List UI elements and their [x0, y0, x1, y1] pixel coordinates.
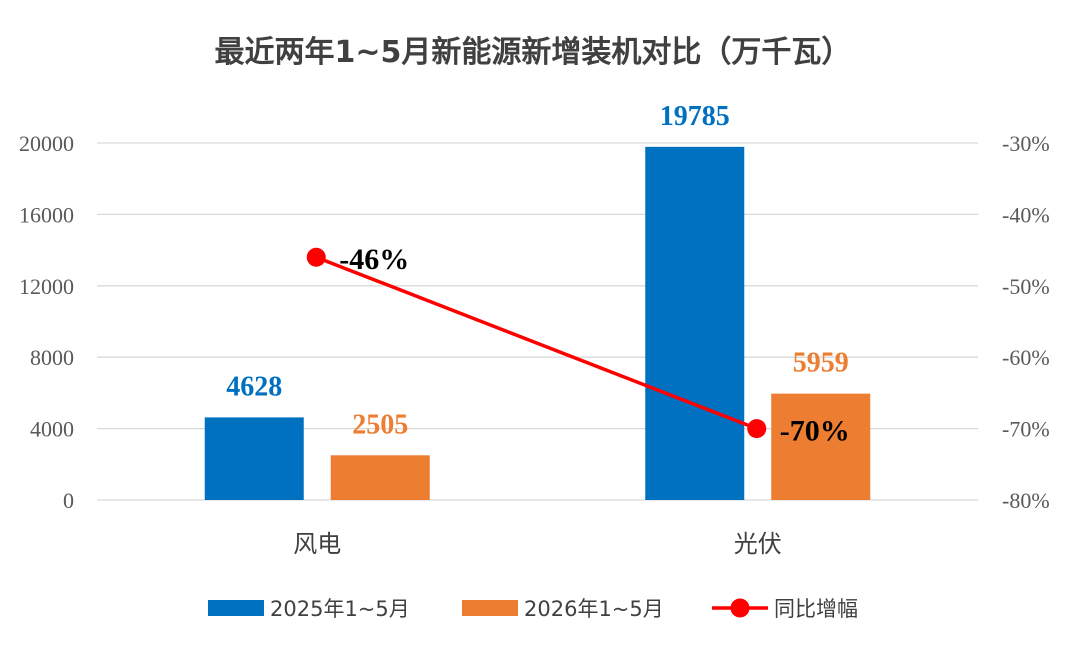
bar-2-2 [771, 393, 871, 500]
legend-label: 2026年1~5月 [524, 597, 664, 621]
legend-swatch-2 [462, 600, 518, 616]
category-label: 风电 [293, 530, 341, 558]
growth-line: -46% -70% [306, 243, 850, 448]
growth-point [306, 247, 326, 267]
right-axis-ticks: -80% -70% -60% -50% -40% -30% [1002, 131, 1050, 513]
category-labels: 风电 光伏 [293, 530, 782, 558]
right-tick-label: -30% [1002, 131, 1050, 156]
bar-data-label: 4628 [226, 371, 282, 402]
growth-point [747, 419, 767, 439]
left-tick-label: 16000 [19, 202, 74, 227]
growth-data-label: -46% [339, 243, 409, 276]
growth-line-path [315, 255, 758, 431]
bar-2-1 [330, 455, 430, 500]
legend-label: 2025年1~5月 [270, 597, 410, 621]
left-tick-label: 8000 [30, 345, 74, 370]
left-tick-label: 12000 [19, 274, 74, 299]
legend-line-marker [730, 598, 750, 618]
growth-data-label: -70% [780, 415, 850, 448]
left-tick-label: 4000 [30, 417, 74, 442]
right-tick-label: -40% [1002, 202, 1050, 227]
right-tick-label: -60% [1002, 345, 1050, 370]
bar-data-label: 2505 [352, 409, 408, 440]
left-tick-label: 0 [63, 488, 74, 513]
chart-title: 最近两年1~5月新能源新增装机对比（万千瓦） [215, 35, 852, 70]
bar-data-label: 5959 [793, 348, 849, 379]
right-tick-label: -50% [1002, 274, 1050, 299]
legend-swatch-1 [208, 600, 264, 616]
left-tick-label: 20000 [19, 131, 74, 156]
bar-1-1 [204, 417, 304, 500]
bar-data-label: 19785 [660, 101, 730, 132]
right-tick-label: -70% [1002, 417, 1050, 442]
bar-1-2 [645, 146, 745, 500]
bar-labels: 4628 2505 19785 5959 [226, 101, 849, 440]
left-axis-ticks: 0 4000 8000 12000 16000 20000 [19, 131, 74, 513]
category-label: 光伏 [734, 530, 782, 558]
legend-label: 同比增幅 [774, 597, 858, 621]
right-tick-label: -80% [1002, 488, 1050, 513]
legend: 2025年1~5月 2026年1~5月 同比增幅 [208, 597, 858, 621]
bars [204, 146, 871, 500]
